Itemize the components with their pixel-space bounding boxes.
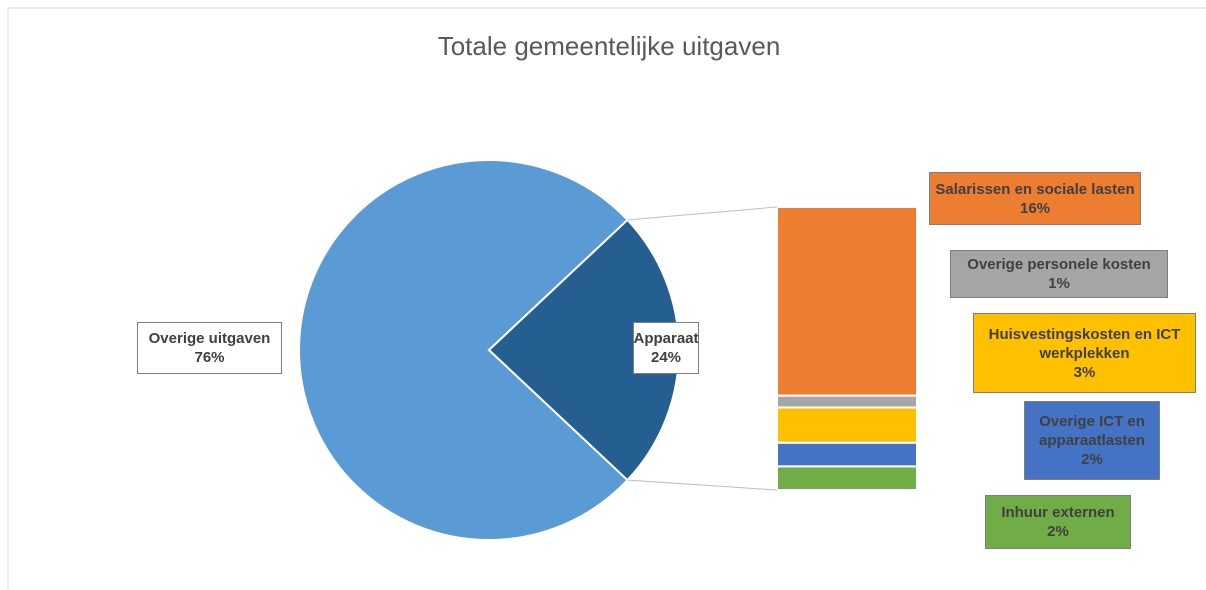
pie-slice [298, 159, 629, 541]
label-text: Huisvestingskosten en ICT werkplekken [988, 325, 1181, 362]
pie-label: Apparaat 24% [633, 322, 699, 374]
bar-label: Overige ICT en apparaatlasten 2% [1024, 401, 1160, 480]
label-text: 2% [1047, 523, 1069, 540]
label-text: Overige ICT en apparaatlasten [1039, 413, 1145, 449]
bar-segment [776, 441, 918, 468]
bar-segment [776, 406, 918, 444]
label-text: Overige uitgaven [148, 330, 271, 347]
label-text: 1% [1048, 275, 1070, 292]
connector-line [627, 206, 778, 221]
label-text: Overige personele kosten [967, 256, 1151, 273]
bar-label: Overige personele kosten 1% [950, 250, 1168, 298]
label-text: 2% [1081, 451, 1103, 468]
bar-label: Salarissen en sociale lasten 16% [929, 172, 1141, 225]
bar-segment [776, 394, 918, 409]
bar-label: Inhuur externen 2% [985, 495, 1131, 549]
label-text: 76% [194, 349, 225, 366]
bar-segment [776, 465, 918, 491]
label-text: 16% [1019, 199, 1051, 217]
label-text: Salarissen en sociale lasten [935, 180, 1135, 198]
bar-label: Huisvestingskosten en ICT werkplekken 3% [973, 313, 1196, 393]
pie-label: Overige uitgaven 76% [137, 322, 282, 374]
connector-line [627, 479, 778, 491]
label-text: 24% [650, 349, 682, 366]
label-text: Inhuur externen [1001, 504, 1115, 521]
bar-segment [776, 206, 918, 397]
label-text: Apparaat [633, 330, 699, 347]
label-text: 3% [1073, 363, 1096, 381]
chart-title: Totale gemeentelijke uitgaven [438, 31, 781, 61]
